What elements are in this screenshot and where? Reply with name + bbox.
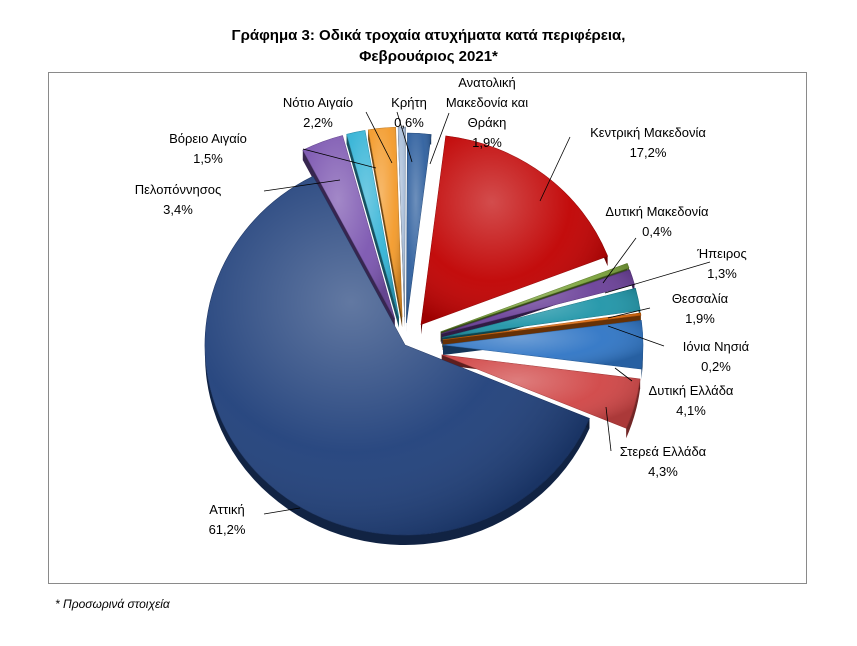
slice-4-label: Ήπειρος 1,3% (696, 246, 746, 281)
slice-6-leader-line (607, 325, 665, 347)
slice-8-label: Στερεά Ελλάδα 4,3% (620, 444, 707, 479)
slice-6-highlight (442, 312, 641, 340)
slice-8-leader-line (605, 406, 612, 452)
slice-5-highlight (442, 288, 641, 338)
slice-11-leader-line (302, 148, 377, 169)
footnote: * Προσωρινά στοιχεία (55, 597, 170, 611)
slice-11-label: Βόρειο Αιγαίο 1,5% (169, 131, 247, 166)
slice-4-leader-line (604, 261, 711, 294)
slice-3-leader-line (602, 237, 637, 284)
slice-7-label: Δυτική Ελλάδα 4,1% (649, 383, 734, 418)
slice-9-label: Αττική 61,2% (209, 502, 246, 537)
slice-5-leader-line (607, 307, 651, 319)
slice-13-leader-line (396, 111, 413, 163)
slice-3-label: Δυτική Μακεδονία 0,4% (605, 204, 709, 239)
slice-5-label: Θεσσαλία 1,9% (672, 291, 729, 326)
slice-12-wall (368, 129, 403, 328)
chart-title-line-1: Γράφημα 3: Οδικά τροχαία ατυχήματα κατά … (231, 27, 626, 44)
slice-7-leader-line (614, 367, 633, 382)
pie-slices (204, 126, 644, 546)
slice-8-side (626, 378, 641, 439)
chart-title: Γράφημα 3: Οδικά τροχαία ατυχήματα κατά … (0, 25, 857, 67)
slice-3-highlight (440, 263, 629, 332)
slice-8-highlight (441, 354, 641, 429)
slice-1-highlight (406, 133, 432, 324)
slice-6-label: Ιόνια Νησιά 0,2% (683, 339, 750, 374)
chart-title-line-2: Φεβρουάριος 2021* (359, 48, 498, 65)
leader-lines (263, 111, 711, 515)
slice-11-wall (346, 134, 399, 328)
slice-2-highlight (421, 135, 608, 325)
slice-12-leader-line (365, 111, 393, 164)
slice-12-highlight (368, 127, 403, 318)
slice-1-label: Ανατολική Μακεδονία και Θράκη 1,9% (446, 75, 528, 150)
slice-10-highlight (302, 135, 395, 319)
slice-4-highlight (441, 269, 635, 334)
slice-9-leader-line (263, 507, 301, 515)
slice-12-label: Νότιο Αιγαίο 2,2% (283, 95, 353, 130)
slice-2-leader-line (539, 136, 571, 202)
slice-labels: Ανατολική Μακεδονία και Θράκη 1,9% Κεντρική … (135, 75, 750, 537)
slice-13-highlight (398, 127, 406, 318)
slice-7-highlight (442, 320, 643, 370)
slice-11-highlight (346, 130, 399, 318)
slice-10-leader-line (263, 179, 341, 192)
slice-10-label: Πελοπόννησος 3,4% (135, 182, 221, 217)
slice-9-highlight (205, 176, 590, 536)
slice-1-leader-line (429, 112, 450, 165)
slice-13-label: Κρήτη 0,6% (391, 95, 427, 130)
chart-frame (48, 72, 807, 584)
slice-2-label: Κεντρική Μακεδονία 17,2% (590, 125, 706, 160)
